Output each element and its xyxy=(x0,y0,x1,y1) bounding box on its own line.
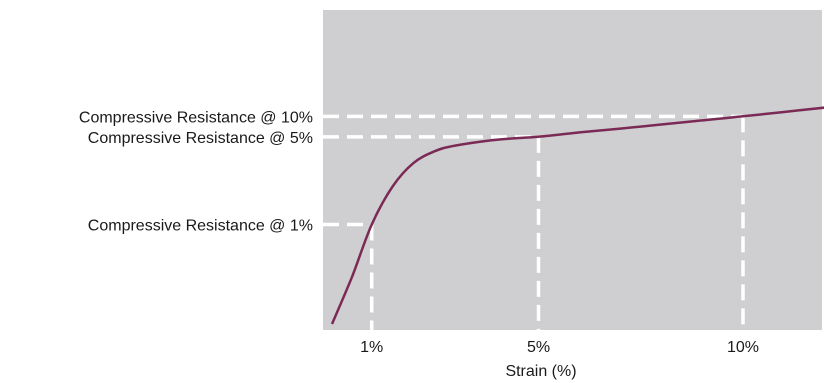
y-marker-label: Compressive Resistance @ 10% xyxy=(79,109,313,126)
guide-lines xyxy=(323,114,745,330)
y-marker-label: Compressive Resistance @ 1% xyxy=(88,218,313,235)
y-marker-labels: Compressive Resistance @ 10% Compressive … xyxy=(79,109,313,234)
x-tick-labels: 1% 5% 10% xyxy=(360,339,759,356)
y-marker-label: Compressive Resistance @ 5% xyxy=(88,130,313,147)
x-tick-label: 1% xyxy=(360,339,383,356)
x-axis-label: Strain (%) xyxy=(505,363,576,380)
x-tick-label: 10% xyxy=(727,339,759,356)
compressive-resistance-curve xyxy=(330,106,824,325)
plot-area xyxy=(323,10,822,330)
x-tick-label: 5% xyxy=(527,339,550,356)
